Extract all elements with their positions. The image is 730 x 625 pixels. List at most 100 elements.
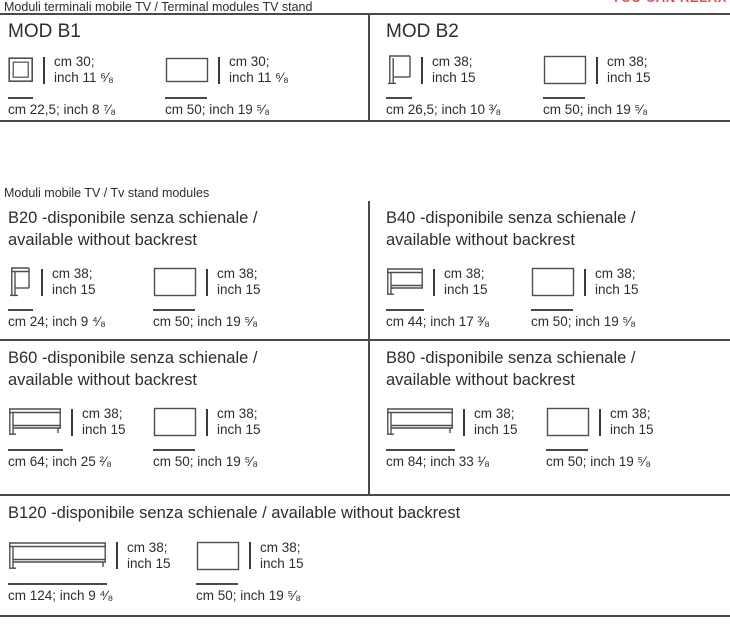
figure-side-view: cm 38; inch 15 cm 84; inch 33 ¹⁄₈ (386, 404, 546, 469)
width-dimension: cm 50; inch 19 ⁵⁄₈ (543, 102, 648, 117)
title-line1: B80 -disponibile senza schienale / (386, 349, 636, 367)
title-line1: B120 -disponibile senza schienale / avai… (8, 504, 461, 522)
height-inch: inch 15 (432, 70, 476, 85)
depth-cm: cm 38; (607, 54, 648, 69)
module-cell-b20: B20 -disponibile senza schienale / avail… (0, 201, 368, 339)
top-view-diagram (546, 407, 590, 437)
terminal-modules-table: MOD B1 cm 30; inch 11 ⁶⁄₈ (0, 15, 730, 122)
width-extent-line (8, 582, 107, 585)
depth-inch: inch 15 (217, 422, 261, 437)
figure-side-view: cm 38; inch 15 cm 124; inch 9 ⁴⁄₈ (8, 538, 196, 603)
height-cm: cm 38; (127, 539, 168, 555)
width-dimension: cm 50; inch 19 ⁵⁄₈ (531, 314, 636, 329)
dimension-divider (433, 268, 435, 296)
title-line1: B20 -disponibile senza schienale / (8, 209, 258, 227)
width-extent-line (165, 97, 207, 99)
height-cm: cm 38; (474, 406, 515, 421)
depth-cm: cm 38; (595, 266, 636, 281)
width-dimension: cm 64; inch 25 ²⁄₈ (8, 454, 112, 469)
top-view-diagram (153, 267, 197, 297)
width-dimension: cm 24; inch 9 ⁴⁄₈ (8, 314, 106, 329)
width-extent-line (153, 309, 195, 311)
height-cm: cm 38; (444, 266, 485, 281)
dimension-divider (421, 56, 423, 84)
module-title: B20 -disponibile senza schienale / avail… (8, 208, 360, 251)
side-view-diagram (387, 408, 453, 435)
depth-cm: cm 30; (229, 54, 270, 69)
height-inch: inch 15 (127, 555, 171, 571)
depth-inch: inch 15 (260, 555, 304, 571)
side-view-diagram (9, 408, 61, 435)
module-title: MOD B2 (386, 21, 459, 42)
title-line2: available without backrest (386, 230, 575, 249)
height-cm: cm 30; (54, 54, 95, 69)
side-view-diagram (8, 57, 34, 83)
title-line2: available without backrest (8, 370, 197, 389)
side-view-diagram (387, 268, 423, 295)
dimension-divider (463, 408, 465, 436)
dimension-divider (206, 408, 208, 436)
section2-title: Moduli mobile TV / Tv stand modules (4, 186, 210, 200)
height-inch: inch 15 (444, 282, 488, 297)
width-dimension: cm 44; inch 17 ³⁄₈ (386, 314, 490, 329)
depth-cm: cm 38; (610, 406, 651, 421)
depth-cm: cm 38; (217, 266, 258, 281)
side-view-diagram (10, 267, 30, 297)
figure-top-view: cm 38; inch 15 cm 50; inch 19 ⁵⁄₈ (531, 264, 676, 329)
module-cell-b80: B80 -disponibile senza schienale / avail… (368, 341, 730, 494)
width-extent-line (386, 97, 412, 99)
figure-top-view: cm 38; inch 15 cm 50; inch 19 ⁵⁄₈ (546, 404, 691, 469)
figure-top-view: cm 38; inch 15 cm 50; inch 19 ⁵⁄₈ (153, 264, 298, 329)
depth-inch: inch 15 (607, 70, 651, 85)
width-dimension: cm 22,5; inch 8 ⁷⁄₈ (8, 102, 117, 117)
width-dimension: cm 50; inch 19 ⁵⁄₈ (153, 314, 258, 329)
side-view-diagram (388, 55, 411, 85)
module-cell-b60: B60 -disponibile senza schienale / avail… (0, 341, 368, 494)
width-extent-line (543, 97, 585, 99)
width-dimension: cm 50; inch 19 ⁵⁄₈ (196, 587, 301, 603)
top-view-diagram (165, 57, 209, 83)
title-line1: B40 -disponibile senza schienale / (386, 209, 636, 227)
width-extent-line (546, 449, 588, 451)
width-dimension: cm 50; inch 19 ⁵⁄₈ (546, 454, 651, 469)
dimension-divider (599, 408, 601, 436)
height-cm: cm 38; (432, 54, 473, 69)
figure-top-view: cm 38; inch 15 cm 50; inch 19 ⁵⁄₈ (543, 52, 688, 117)
width-extent-line (531, 309, 573, 311)
section1-title: Moduli terminali mobile TV / Terminal mo… (4, 0, 313, 14)
tv-stand-modules-table: B20 -disponibile senza schienale / avail… (0, 201, 730, 617)
width-extent-line (8, 97, 33, 99)
figure-side-view: cm 30; inch 11 ⁶⁄₈ cm 22,5; inch 8 ⁷⁄₈ (8, 52, 165, 117)
dimension-divider (249, 542, 251, 569)
depth-inch: inch 11 ⁶⁄₈ (229, 70, 289, 85)
width-extent-line (196, 582, 238, 585)
depth-inch: inch 15 (217, 282, 261, 297)
depth-cm: cm 38; (260, 539, 301, 555)
height-inch: inch 15 (474, 422, 518, 437)
module-cell-mod-b2: MOD B2 cm 38; (368, 15, 730, 120)
width-dimension: cm 26,5; inch 10 ³⁄₈ (386, 102, 502, 117)
figure-side-view: cm 38; inch 15 cm 44; inch 17 ³⁄₈ (386, 264, 531, 329)
figure-top-view: cm 30; inch 11 ⁶⁄₈ cm 50; inch 19 ⁵⁄₈ (165, 52, 310, 117)
module-cell-b120: B120 -disponibile senza schienale / avai… (0, 496, 730, 615)
module-title: B120 -disponibile senza schienale / avai… (8, 503, 722, 525)
module-cell-b40: B40 -disponibile senza schienale / avail… (368, 201, 730, 339)
module-title: B60 -disponibile senza schienale / avail… (8, 348, 360, 391)
top-view-diagram (543, 55, 587, 85)
height-cm: cm 38; (82, 406, 123, 421)
module-title: MOD B1 (8, 21, 81, 42)
width-extent-line (386, 309, 424, 311)
width-dimension: cm 124; inch 9 ⁴⁄₈ (8, 587, 114, 603)
top-view-diagram (196, 541, 240, 570)
height-inch: inch 15 (52, 282, 96, 297)
depth-inch: inch 15 (595, 282, 639, 297)
section1-rule (0, 13, 730, 15)
dimension-divider (43, 56, 45, 84)
dimension-divider (584, 268, 586, 296)
title-line2: available without backrest (8, 230, 197, 249)
width-extent-line (8, 309, 33, 311)
width-dimension: cm 50; inch 19 ⁵⁄₈ (165, 102, 270, 117)
width-extent-line (386, 449, 455, 451)
dimension-divider (71, 408, 73, 436)
